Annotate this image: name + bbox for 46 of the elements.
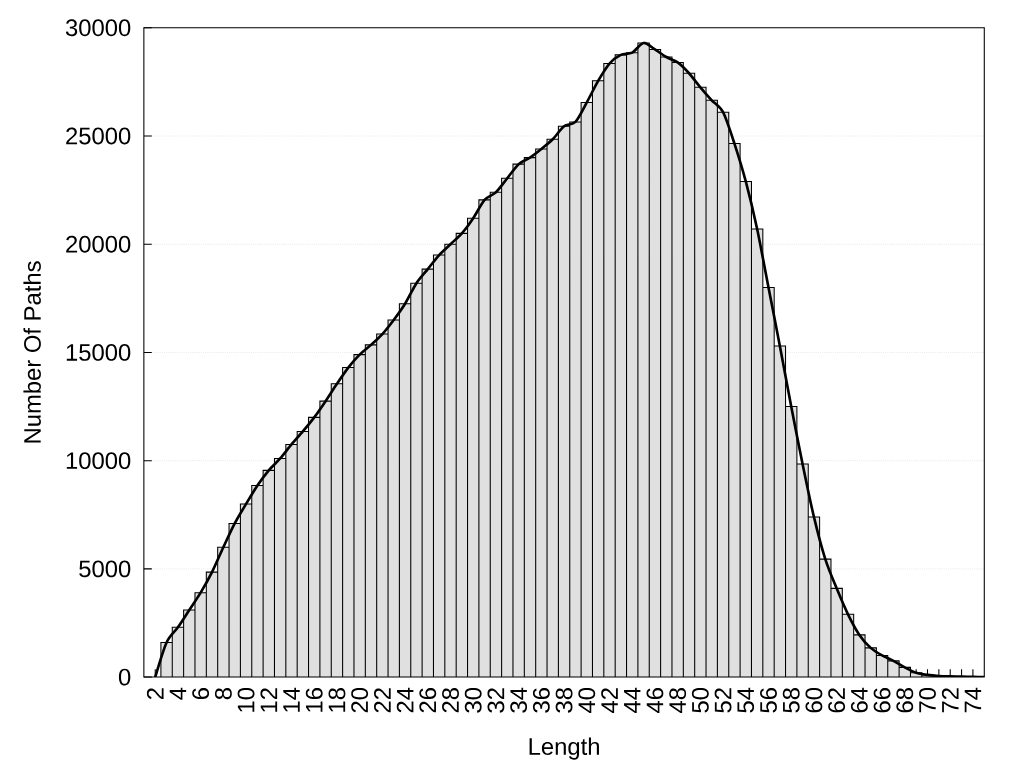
x-tick-label: 74 (964, 687, 982, 713)
x-tick-label: 30 (464, 687, 482, 713)
x-tick-label: 34 (510, 687, 528, 713)
x-tick-label: 40 (578, 687, 596, 713)
x-tick-label: 38 (555, 687, 573, 713)
y-tick-label: 25000 (66, 127, 131, 145)
x-tick-label: 22 (374, 688, 391, 713)
x-tick-label: 32 (487, 688, 505, 713)
x-tick-label: 6 (192, 687, 210, 699)
x-tick-label: 28 (442, 687, 459, 713)
y-tick-label: 30000 (65, 19, 131, 36)
x-tick-label: 42 (601, 688, 618, 713)
x-tick-label: 66 (873, 687, 891, 713)
x-tick-label: 56 (760, 687, 777, 713)
x-tick-label: 64 (850, 687, 868, 713)
x-tick-label: 44 (624, 687, 641, 713)
x-tick-label: 10 (237, 687, 255, 712)
y-tick-label: 15000 (66, 343, 131, 361)
x-tick-label: 2 (146, 688, 164, 699)
y-tick-label: 20000 (66, 235, 131, 253)
x-tick-label: 60 (805, 687, 823, 713)
x-tick-label: 72 (941, 688, 959, 713)
x-tick-label: 36 (532, 687, 550, 713)
x-tick-label: 4 (169, 687, 187, 700)
x-tick-label: 12 (260, 688, 278, 712)
x-tick-label: 50 (691, 687, 709, 713)
x-tick-label: 68 (896, 687, 914, 713)
x-tick-label: 24 (396, 687, 414, 713)
y-axis-title: Number Of Paths (23, 261, 41, 443)
x-tick-label: 18 (328, 687, 346, 712)
x-tick-label: 48 (669, 687, 687, 713)
x-tick-label: 8 (214, 687, 232, 700)
x-tick-label: 20 (351, 687, 369, 713)
x-axis-title: Length (529, 737, 599, 760)
x-tick-label: 14 (283, 687, 300, 712)
x-tick-label: 26 (419, 687, 437, 713)
y-tick-label: 0 (118, 668, 131, 686)
y-tick-label: 10000 (66, 451, 131, 469)
x-tick-label: 70 (919, 687, 936, 713)
x-tick-label: 16 (305, 687, 323, 712)
y-tick-label: 5000 (79, 560, 131, 578)
x-tick-label: 52 (714, 688, 732, 713)
x-tick-label: 54 (737, 687, 755, 713)
x-tick-label: 58 (782, 687, 800, 713)
x-tick-label: 46 (646, 687, 664, 713)
x-tick-label: 62 (828, 688, 846, 713)
